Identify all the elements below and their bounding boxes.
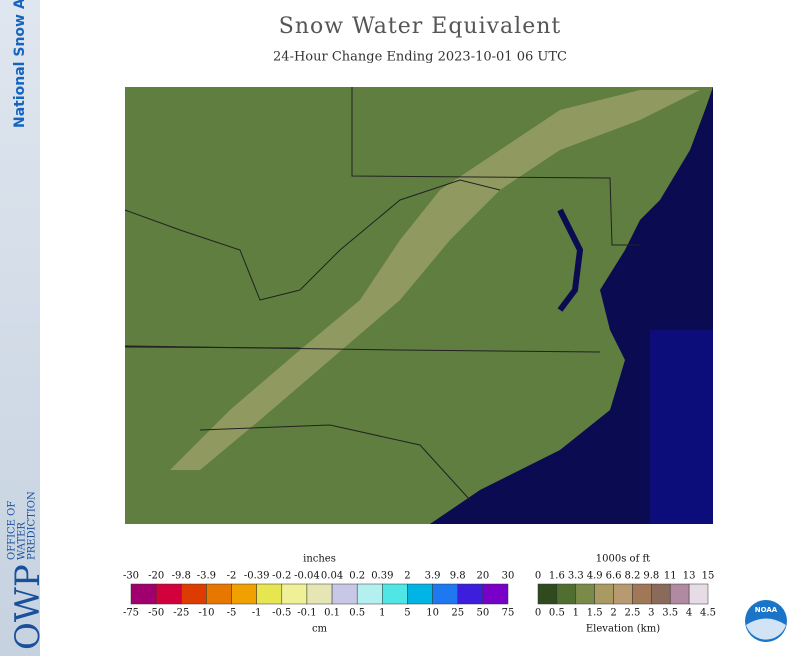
legend-label: 4.5 [700, 608, 716, 619]
legend-label: 11 [664, 571, 677, 582]
legend-label: -0.04 [294, 571, 320, 582]
product-name: National Snow Analysis [12, 0, 28, 128]
legend-label: 15 [702, 571, 715, 582]
legend-label: 2 [404, 571, 410, 582]
sidebar [0, 0, 40, 656]
legend-label: 0.04 [321, 571, 343, 582]
legend-label: 9.8 [450, 571, 466, 582]
legend-swatch [181, 583, 207, 605]
legend-label: 0 [535, 571, 541, 582]
legend-label: 8.2 [624, 571, 640, 582]
legend-label: 10 [426, 608, 439, 619]
legend-swatch [632, 583, 652, 605]
legend-swatch [669, 583, 690, 605]
legend-label: 1.5 [587, 608, 603, 619]
legend-swatch [482, 583, 509, 605]
legend-swatch [356, 583, 383, 605]
legend-label: 2.5 [624, 608, 640, 619]
legend-label: 0.39 [371, 571, 393, 582]
legend-unit: inches [303, 554, 336, 565]
legend-swatch [306, 583, 333, 605]
legend-swatch [537, 583, 558, 605]
legend-swatch [556, 583, 577, 605]
legend-unit: cm [312, 624, 328, 635]
legend-swatch [130, 583, 157, 605]
legend-label: 3.5 [662, 608, 678, 619]
legend-swatch [407, 583, 433, 605]
legend-label: -2 [227, 571, 237, 582]
legend-label: -50 [148, 608, 164, 619]
legend-label: -75 [123, 608, 139, 619]
noaa-text: NOAA [755, 606, 778, 614]
legend-label: -3.9 [197, 571, 216, 582]
legend-label: 0.5 [549, 608, 565, 619]
legend-label: 4 [686, 608, 692, 619]
legend-swatch [432, 583, 458, 605]
legend-label: 5 [404, 608, 410, 619]
legend-swatch [231, 583, 257, 605]
legend-label: -10 [198, 608, 214, 619]
legend-label: 1 [573, 608, 579, 619]
legend-label: -0.1 [297, 608, 316, 619]
legend-label: 9.8 [643, 571, 659, 582]
legend-swatch [575, 583, 595, 605]
legend-unit: Elevation (km) [586, 624, 660, 635]
logo: OWP [8, 564, 48, 650]
legend-swatch [155, 583, 182, 605]
legend-label: 30 [502, 571, 515, 582]
legend-swatch [382, 583, 408, 605]
legend-label: 0.5 [349, 608, 365, 619]
legend-label: 25 [451, 608, 464, 619]
legend-label: -1 [252, 608, 262, 619]
legend-label: 3 [648, 608, 654, 619]
legend-label: 13 [683, 571, 696, 582]
legend-label: -20 [148, 571, 164, 582]
office-name: WATER [17, 522, 28, 560]
legend-swatch [651, 583, 671, 605]
legend-swatch [457, 583, 484, 605]
legend-label: -25 [173, 608, 189, 619]
legend-swatch [206, 583, 232, 605]
legend-unit: 1000s of ft [596, 554, 650, 565]
legend-label: -30 [123, 571, 139, 582]
map [124, 87, 713, 524]
legend-label: 4.9 [587, 571, 603, 582]
office-name: OFFICE OF [7, 501, 18, 560]
legend-label: 50 [476, 608, 489, 619]
office-name: PREDICTION [27, 491, 38, 560]
legend-swatch [281, 583, 308, 605]
legend-label: 3.3 [568, 571, 584, 582]
legend-label: 75 [502, 608, 515, 619]
legend-swatch [688, 583, 709, 605]
legend-label: 0.2 [349, 571, 365, 582]
legend-label: 3.9 [425, 571, 441, 582]
legend-label: -0.2 [272, 571, 291, 582]
legend-label: -9.8 [172, 571, 191, 582]
legend-label: -0.5 [272, 608, 291, 619]
legend-label: -0.39 [244, 571, 270, 582]
legend-label: 6.6 [606, 571, 622, 582]
legend-swatch [256, 583, 283, 605]
legend-swatch [331, 583, 358, 605]
legend-label: 20 [476, 571, 489, 582]
legend-label: 0 [535, 608, 541, 619]
title: Snow Water Equivalent [279, 14, 561, 39]
legend-label: 1.6 [549, 571, 565, 582]
legend-label: 0.1 [324, 608, 340, 619]
subtitle: 24-Hour Change Ending 2023-10-01 06 UTC [273, 50, 567, 65]
legend-label: 2 [610, 608, 616, 619]
legend-swatch [594, 583, 614, 605]
legend-label: 1 [379, 608, 385, 619]
legend-swatch [613, 583, 633, 605]
legend-label: -5 [227, 608, 237, 619]
